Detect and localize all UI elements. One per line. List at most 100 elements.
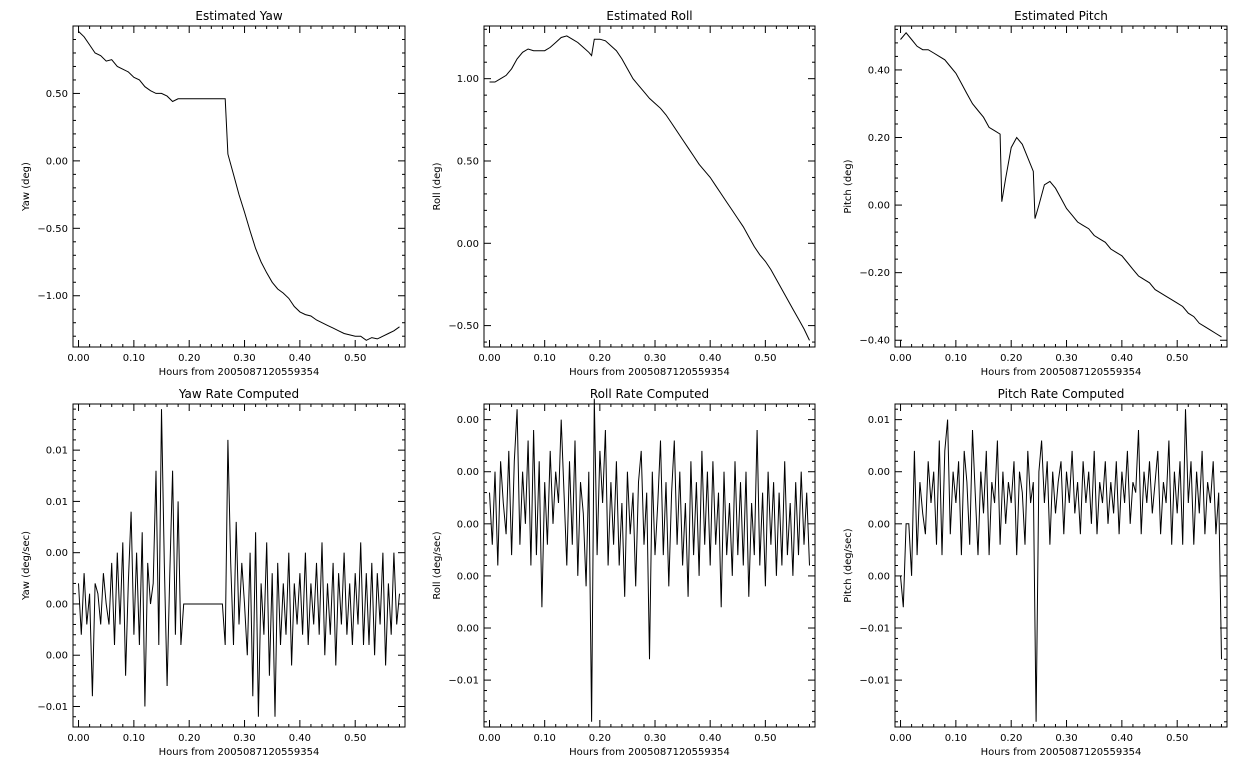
y-tick-label: −0.01 [859,624,890,635]
chart-title: Estimated Roll [606,9,692,23]
y-tick-label: 0.20 [868,133,890,144]
plot-frame [72,403,406,728]
y-tick-label: 0.00 [868,201,890,212]
x-tick-label: 0.20 [1000,733,1022,744]
x-tick-label: 0.30 [644,733,666,744]
x-tick-label: 0.30 [1055,353,1077,364]
y-tick-label: 0.00 [46,548,68,559]
x-tick-label: 0.20 [589,733,611,744]
x-axis-label: Hours from 2005087120559354 [159,747,320,758]
y-tick-label: −0.20 [859,268,890,279]
series-line [489,35,810,341]
y-tick-label: 0.50 [457,156,479,167]
x-axis-label: Hours from 2005087120559354 [981,747,1142,758]
x-tick-label: 0.40 [699,733,721,744]
chart-panel-4: Yaw Rate Computed Hours from 200508712055… [21,387,406,758]
y-tick-label: 0.01 [46,497,68,508]
chart-title: Pitch Rate Computed [998,387,1125,401]
y-tick-label: −0.40 [859,336,890,347]
y-axis-label: Roll (deg) [432,162,443,210]
y-tick-label: 0.01 [46,446,68,457]
y-tick-label: 0.00 [457,624,479,635]
chart-panel-2: Estimated Roll Hours from 200508712055935… [432,9,816,378]
y-tick-label: −0.50 [448,321,479,332]
x-tick-label: 0.50 [754,733,776,744]
x-tick-label: 0.30 [644,353,666,364]
y-tick-label: 0.00 [46,156,68,167]
chart-title: Yaw Rate Computed [178,387,299,401]
y-tick-label: 0.00 [457,239,479,250]
x-tick-label: 0.40 [289,353,311,364]
chart-title: Roll Rate Computed [590,387,709,401]
y-axis-label: Yaw (deg) [21,162,32,212]
x-axis-label: Hours from 2005087120559354 [159,367,320,378]
x-tick-label: 0.20 [589,353,611,364]
series-line [900,32,1222,338]
x-tick-label: 0.00 [67,353,89,364]
y-tick-label: −0.01 [448,676,479,687]
y-axis-label: Roll (deg/sec) [432,531,443,599]
y-axis-label: Pitch (deg/sec) [843,528,854,603]
y-tick-label: 0.00 [46,599,68,610]
chart-title: Estimated Pitch [1014,9,1108,23]
x-tick-label: 0.50 [1166,733,1188,744]
plot-frame [72,25,406,348]
x-tick-label: 0.40 [289,733,311,744]
x-tick-label: 0.10 [123,353,145,364]
x-tick-label: 0.20 [1000,353,1022,364]
x-tick-label: 0.20 [178,353,200,364]
x-axis-label: Hours from 2005087120559354 [981,367,1142,378]
y-tick-label: 0.00 [868,467,890,478]
chart-panel-1: Estimated Yaw Hours from 2005087120559354… [21,9,406,378]
x-tick-label: 0.00 [889,733,911,744]
x-tick-label: 0.50 [754,353,776,364]
y-tick-label: 0.00 [457,519,479,530]
x-tick-label: 0.10 [123,733,145,744]
y-tick-label: −0.50 [37,224,68,235]
chart-panel-6: Pitch Rate Computed Hours from 2005087120… [843,387,1228,758]
series-line [78,409,400,717]
y-tick-label: 0.00 [868,519,890,530]
y-tick-label: −0.01 [37,702,68,713]
y-tick-label: 0.01 [868,415,890,426]
chart-panel-5: Roll Rate Computed Hours from 20050871205… [432,387,816,758]
y-tick-label: 1.00 [457,74,479,85]
x-tick-label: 0.50 [344,733,366,744]
x-tick-label: 0.40 [1111,733,1133,744]
x-tick-label: 0.50 [1166,353,1188,364]
plot-frame [894,25,1228,348]
x-tick-label: 0.50 [344,353,366,364]
chart-panel-3: Estimated Pitch Hours from 20050871205593… [843,9,1228,378]
y-tick-label: −1.00 [37,291,68,302]
x-axis-label: Hours from 2005087120559354 [569,747,730,758]
series-line [900,409,1222,722]
y-axis-label: Pitch (deg) [843,159,854,213]
y-tick-label: 0.00 [457,415,479,426]
x-tick-label: 0.00 [67,733,89,744]
x-tick-label: 0.20 [178,733,200,744]
y-tick-label: 0.00 [46,651,68,662]
x-tick-label: 0.30 [233,733,255,744]
x-tick-label: 0.00 [478,353,500,364]
x-tick-label: 0.00 [889,353,911,364]
series-line [78,31,400,341]
y-tick-label: 0.50 [46,89,68,100]
x-tick-label: 0.30 [1055,733,1077,744]
y-tick-label: −0.01 [859,676,890,687]
x-tick-label: 0.40 [699,353,721,364]
x-axis-label: Hours from 2005087120559354 [569,367,730,378]
y-tick-label: 0.00 [457,467,479,478]
y-tick-label: 0.00 [457,571,479,582]
x-tick-label: 0.10 [534,353,556,364]
chart-title: Estimated Yaw [195,9,282,23]
x-tick-label: 0.10 [534,733,556,744]
y-tick-label: 0.00 [868,571,890,582]
y-axis-label: Yaw (deg/sec) [21,531,32,601]
series-line [489,398,810,722]
x-tick-label: 0.30 [233,353,255,364]
y-tick-label: 0.40 [868,65,890,76]
x-tick-label: 0.10 [945,733,967,744]
x-tick-label: 0.10 [945,353,967,364]
plot-frame [483,25,816,348]
